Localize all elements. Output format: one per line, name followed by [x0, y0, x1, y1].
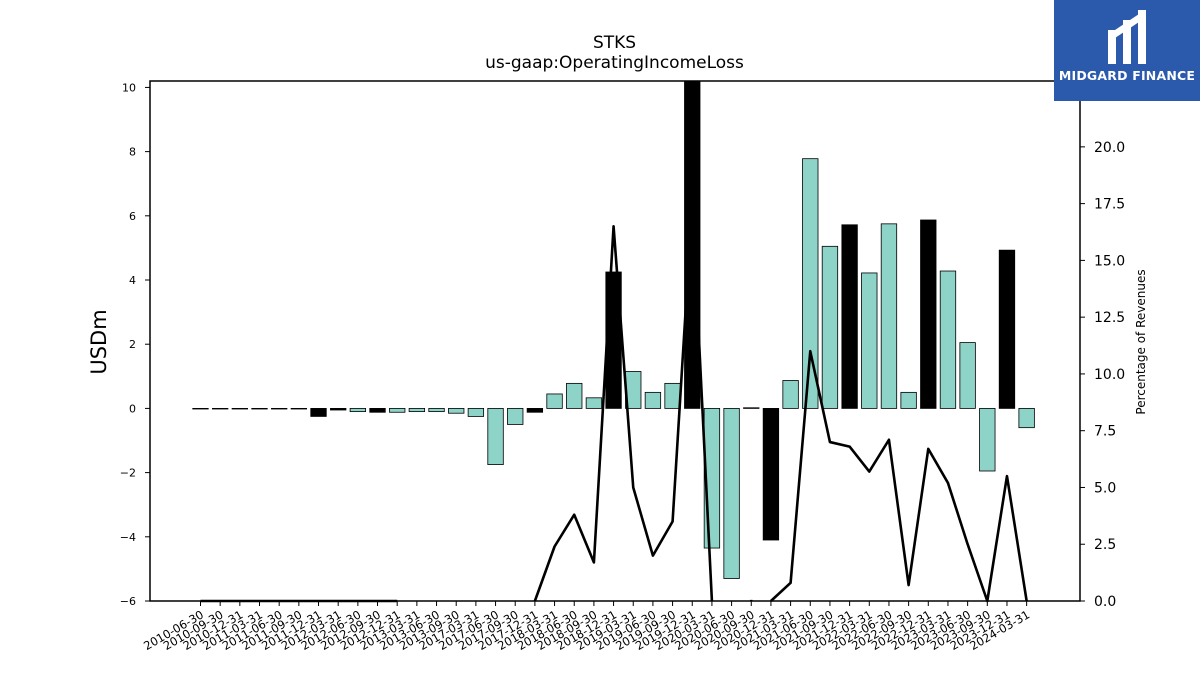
bar-2012-06-30	[349, 408, 367, 413]
bar-2023-09-30	[979, 408, 996, 472]
bar-2020-09-30	[743, 407, 760, 409]
y-tick-label: 4	[129, 274, 136, 287]
bar-2013-06-30	[428, 408, 445, 413]
y-right-tick-label: 12.5	[1094, 310, 1125, 326]
y-axis-label: USDm	[87, 309, 111, 374]
bar-2010-06-30	[192, 408, 209, 410]
bar-2022-09-30	[900, 391, 917, 409]
y-right-tick-label: 7.5	[1094, 424, 1116, 440]
y-tick-label: 6	[129, 210, 136, 223]
bar-2020-12-31	[762, 408, 780, 541]
bar-2023-03-31	[939, 270, 957, 409]
bar-2012-12-31	[389, 408, 406, 413]
bar-2013-09-30	[448, 408, 465, 414]
y-tick-label: 8	[129, 146, 136, 159]
bar-2021-09-30	[821, 245, 839, 409]
bar-2013-03-31	[408, 408, 426, 413]
bar-2022-06-30	[880, 223, 898, 409]
bar-2017-03-31	[467, 408, 485, 417]
bar-2019-06-30	[644, 391, 662, 409]
percent-line-segment-1	[533, 203, 694, 602]
bar-2018-03-31	[546, 393, 563, 409]
bar-2017-09-30	[507, 408, 524, 425]
y-right-tick-label: 10.0	[1094, 367, 1125, 383]
bar-2012-09-30	[369, 408, 386, 413]
bar-2011-12-31	[310, 408, 327, 417]
y-tick-label: 2	[129, 338, 136, 351]
bar-2019-09-30	[664, 382, 681, 409]
bar-2021-03-31	[782, 380, 799, 409]
bar-2017-12-31	[526, 408, 544, 413]
chart-title: STKS	[593, 33, 636, 53]
bar-2022-12-31	[920, 219, 937, 409]
y-tick-label: 10	[122, 81, 136, 94]
bar-2021-06-30	[802, 158, 819, 409]
bar-2023-06-30	[959, 342, 976, 409]
bar-2012-03-31	[330, 408, 347, 411]
bar-2018-09-30	[585, 397, 603, 409]
y-right-tick-label: 20.0	[1094, 140, 1125, 156]
bar-2023-12-31	[998, 249, 1016, 409]
y-axis-right-label: Percentage of Revenues	[1134, 269, 1148, 414]
bar-2010-09-30	[212, 408, 229, 410]
y-right-tick-label: 2.5	[1094, 537, 1116, 553]
bar-2021-12-31	[841, 224, 858, 409]
bar-2019-12-31	[684, 80, 701, 409]
percent-line-segment-2	[690, 203, 714, 602]
y-right-tick-label: 5.0	[1094, 480, 1116, 496]
bar-2017-06-30	[487, 408, 504, 465]
percent-line-segment-4	[770, 349, 1028, 603]
plot-frame	[149, 80, 1081, 602]
bar-2018-06-30	[566, 382, 583, 409]
brand-logo: MIDGARD FINANCE	[1054, 0, 1200, 101]
y-tick-label: −2	[120, 467, 136, 480]
axes-layer: −6 −4 −2 0 2 4 6 8 10 0.0 2.5 5.0 7.5 10.0 12.5 15.0 17.…	[120, 80, 1125, 653]
bars-layer	[192, 80, 1035, 579]
midgard-logo-icon	[1108, 10, 1146, 64]
bar-2011-09-30	[290, 408, 308, 410]
y-right-tick-label: 17.5	[1094, 197, 1125, 213]
chart-subtitle: us-gaap:OperatingIncomeLoss	[485, 53, 744, 73]
bar-2024-03-31	[1018, 408, 1035, 429]
bar-2011-03-31	[251, 408, 268, 410]
y-tick-label: −4	[120, 531, 136, 544]
y-right-tick-label: 0.0	[1094, 594, 1116, 610]
y-tick-label: 0	[129, 402, 136, 415]
brand-name: MIDGARD FINANCE	[1058, 68, 1196, 83]
bar-2020-06-30	[723, 408, 740, 579]
bar-2022-03-31	[861, 272, 878, 409]
bar-2010-12-31	[231, 408, 248, 410]
y-tick-label: −6	[120, 595, 136, 608]
bar-2011-06-30	[271, 408, 288, 410]
y-right-tick-label: 15.0	[1094, 253, 1125, 269]
